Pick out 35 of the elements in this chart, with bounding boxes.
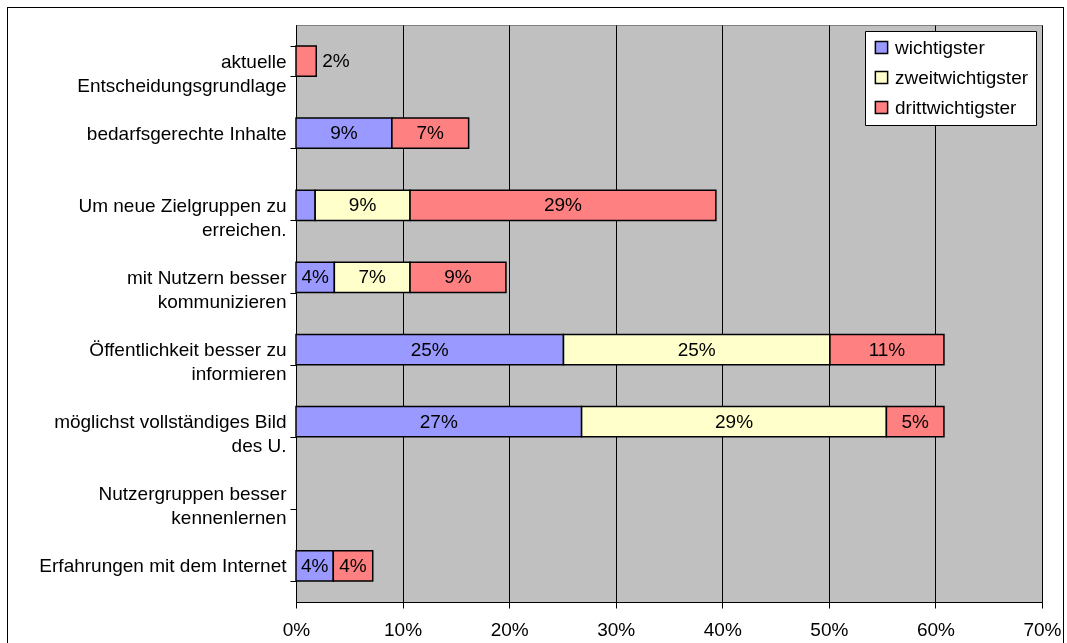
data-label: 4%	[300, 554, 329, 576]
data-label: 2%	[322, 50, 350, 72]
x-tick-label: 0%	[282, 618, 311, 640]
legend-label: wichtigster	[894, 36, 986, 58]
data-label: 29%	[543, 194, 583, 216]
data-label: 25%	[410, 338, 449, 360]
y-tick-label: Um neue Zielgruppen zu erreichen.	[78, 194, 287, 240]
data-label: 11%	[868, 338, 906, 360]
data-label: 7%	[416, 122, 445, 144]
x-tick-label: 60%	[916, 618, 956, 640]
data-label: 4%	[301, 266, 330, 288]
data-label: 9%	[444, 266, 472, 288]
y-tick-label: Erfahrungen mit dem Internet	[39, 555, 288, 577]
legend-label: zweitwichtigster	[895, 66, 1029, 88]
y-tick-label: Nutzergruppen besser kennenlernen	[98, 483, 288, 529]
x-tick-label: 20%	[490, 618, 529, 640]
data-label: 9%	[330, 122, 358, 144]
legend-label: drittwichtigster	[895, 96, 1018, 118]
data-label: 27%	[419, 410, 458, 432]
y-tick-label: möglichst vollständiges Bild des U.	[54, 411, 287, 457]
x-tick-label: 50%	[810, 618, 849, 640]
data-label: 5%	[901, 410, 930, 432]
x-tick-label: 30%	[597, 618, 636, 640]
x-tick-label: 40%	[703, 618, 742, 640]
data-label: 4%	[339, 554, 367, 576]
y-tick-label: aktuelle Entscheidungsgrundlage	[77, 50, 287, 96]
data-label: 25%	[677, 338, 716, 360]
data-label: 29%	[714, 410, 754, 432]
x-tick-label: 70%	[1023, 618, 1062, 640]
data-label: 7%	[358, 266, 387, 288]
y-tick-label: bedarfsgerechte Inhalte	[86, 122, 287, 144]
data-label: 9%	[348, 194, 377, 216]
y-tick-label: mit Nutzern besser kommunizieren	[127, 266, 288, 312]
x-tick-label: 10%	[384, 618, 423, 640]
y-tick-label: Öffentlichkeit besser zu informieren	[89, 339, 287, 385]
